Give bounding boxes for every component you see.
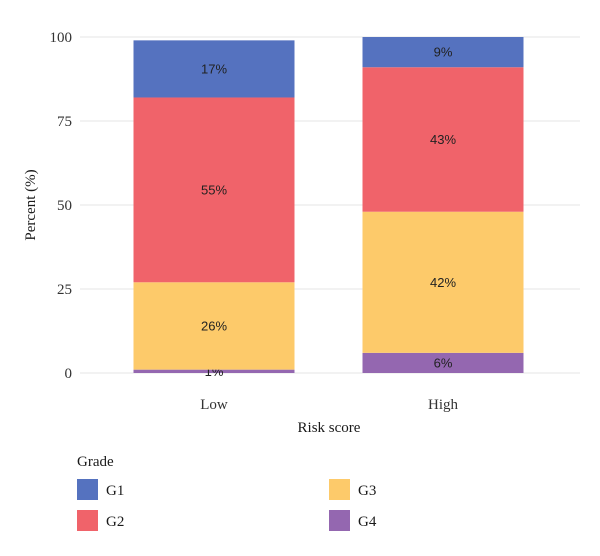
data-label: 17% <box>201 61 227 76</box>
bar-segment-g1-low <box>133 40 295 98</box>
y-tick-label: 0 <box>65 366 73 382</box>
legend-label: G3 <box>358 483 376 499</box>
legend-swatch-g1 <box>77 479 98 500</box>
x-axis-ticks: Low High <box>200 397 458 413</box>
legend-label: G4 <box>358 514 377 530</box>
data-label: 9% <box>434 45 453 60</box>
bar-segment-g3-high <box>362 211 524 353</box>
data-label: 42% <box>430 275 456 290</box>
bar-segment-g2-low <box>133 97 295 283</box>
legend-items: G1 G3 G2 G4 <box>77 479 377 531</box>
y-axis-title: Percent (%) <box>23 169 39 240</box>
x-tick-label: High <box>428 397 459 413</box>
bar-segment-g4-low <box>133 369 295 373</box>
data-label: 6% <box>434 355 453 370</box>
legend-swatch-g2 <box>77 510 98 531</box>
bar-segment-g4-high <box>362 352 524 373</box>
legend-label: G1 <box>106 483 124 499</box>
y-tick-label: 75 <box>57 114 72 130</box>
legend-label: G2 <box>106 514 124 530</box>
y-tick-label: 25 <box>57 282 72 298</box>
legend: Grade G1 G3 G2 G4 <box>77 454 377 531</box>
x-axis-title: Risk score <box>298 420 361 436</box>
y-axis-ticks: 0 25 50 75 100 <box>50 30 73 382</box>
legend-title: Grade <box>77 454 114 470</box>
bars: 1%26%55%17%6%42%43%9% <box>133 37 524 379</box>
bar-segment-g3-low <box>133 282 295 370</box>
x-tick-label: Low <box>200 397 228 413</box>
data-label: 55% <box>201 182 227 197</box>
bar-segment-g1-high <box>362 37 524 68</box>
y-tick-label: 100 <box>50 30 73 46</box>
data-label: 43% <box>430 132 456 147</box>
legend-swatch-g3 <box>329 479 350 500</box>
y-tick-label: 50 <box>57 198 72 214</box>
data-label: 26% <box>201 318 227 333</box>
legend-swatch-g4 <box>329 510 350 531</box>
bar-segment-g2-high <box>362 67 524 212</box>
